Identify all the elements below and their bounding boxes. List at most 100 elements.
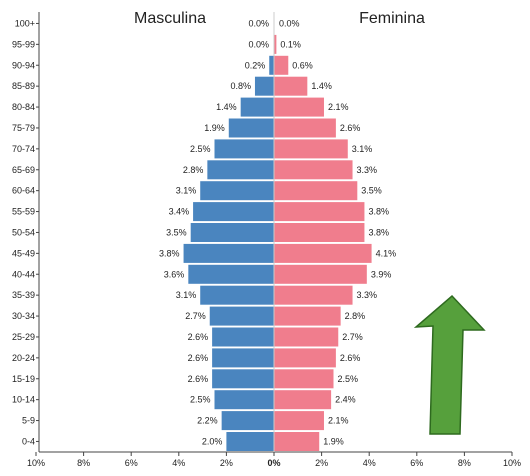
male-label-70-74: 2.5% [190,144,211,154]
bar-female-45-49 [274,243,372,263]
male-label-65-69: 2.8% [183,165,204,175]
age-label-30-34: 30-34 [12,311,35,321]
bar-male-60-64 [200,181,274,201]
female-label-50-54: 3.8% [368,227,389,237]
male-label-75-79: 1.9% [204,123,225,133]
x-tick-label-2: 6% [125,458,138,468]
bar-male-35-39 [200,285,274,305]
bar-female-65-69 [274,160,353,180]
male-label-15-19: 2.6% [188,374,209,384]
bar-male-55-59 [193,202,274,222]
x-tick-label-6: 2% [315,458,328,468]
female-label-70-74: 3.1% [352,144,373,154]
x-tick-label-7: 4% [363,458,376,468]
bar-male-10-14 [214,390,274,410]
bar-female-40-44 [274,264,367,284]
age-label-95-99: 95-99 [12,39,35,49]
age-label-10-14: 10-14 [12,395,35,405]
x-axis: 10% 8% 6% 4% 2% 0% 2% 4% 6% 8% 10% [27,12,521,468]
female-label-75-79: 2.6% [340,123,361,133]
male-label-30-34: 2.7% [185,311,206,321]
male-label-25-29: 2.6% [188,332,209,342]
bar-female-90-94 [274,55,289,75]
bar-male-75-79 [228,118,274,138]
male-label-35-39: 3.1% [176,290,197,300]
bar-male-15-19 [212,369,274,389]
x-tick-label-9: 8% [458,458,471,468]
bar-male-50-54 [190,223,274,242]
male-label-45-49: 3.8% [159,248,180,258]
female-label-15-19: 2.5% [338,374,359,384]
age-label-20-24: 20-24 [12,353,35,363]
age-label-25-29: 25-29 [12,332,35,342]
right-title: Feminina [359,10,425,27]
left-title: Masculina [134,10,206,27]
male-label-50-54: 3.5% [166,227,187,237]
bar-female-20-24 [274,348,336,368]
female-label-90-94: 0.6% [292,60,313,70]
bar-male-0-4 [226,432,274,451]
bar-female-25-29 [274,327,339,347]
age-label-65-69: 65-69 [12,165,35,175]
green-arrow-up-icon [413,294,486,435]
female-label-60-64: 3.5% [361,186,382,196]
age-label-35-39: 35-39 [12,290,35,300]
female-label-45-49: 4.1% [376,248,397,258]
x-tick-label-5: 0% [267,458,280,468]
male-label-95-99: 0.0% [248,39,269,49]
bar-female-50-54 [274,223,365,242]
female-label-95-99: 0.1% [280,39,301,49]
age-label-0-4: 0-4 [22,436,35,446]
age-label-15-19: 15-19 [12,374,35,384]
female-label-5-9: 2.1% [328,416,349,426]
female-label-40-44: 3.9% [371,269,392,279]
male-label-80-84: 1.4% [216,102,237,112]
bar-female-70-74 [274,139,348,159]
age-label-70-74: 70-74 [12,144,35,154]
bar-female-35-39 [274,285,353,305]
bar-male-70-74 [214,139,274,159]
female-label-10-14: 2.4% [335,395,356,405]
female-label-55-59: 3.8% [368,207,389,217]
bar-male-40-44 [188,264,274,284]
male-label-60-64: 3.1% [176,186,197,196]
male-label-40-44: 3.6% [164,269,185,279]
bar-female-85-89 [274,76,308,96]
age-label-45-49: 45-49 [12,248,35,258]
male-label-100+: 0.0% [248,18,269,28]
male-label-85-89: 0.8% [230,81,251,91]
female-label-100+: 0.0% [279,18,300,28]
bar-male-25-29 [212,327,274,347]
bar-male-30-34 [209,306,274,326]
age-label-85-89: 85-89 [12,81,35,91]
x-tick-label-3: 4% [172,458,185,468]
female-label-30-34: 2.8% [345,311,366,321]
bar-male-5-9 [221,411,274,431]
x-tick-label-10: 10% [503,458,521,468]
bar-female-5-9 [274,411,324,431]
bar-female-75-79 [274,118,336,138]
bar-male-85-89 [254,76,274,96]
annotation-group [413,294,486,435]
bar-female-80-84 [274,97,324,117]
x-tick-label-1: 8% [77,458,90,468]
age-label-80-84: 80-84 [12,102,35,112]
female-label-80-84: 2.1% [328,102,349,112]
bar-female-60-64 [274,181,358,201]
bar-male-65-69 [207,160,274,180]
age-label-75-79: 75-79 [12,123,35,133]
bar-male-90-94 [269,55,274,75]
age-label-90-94: 90-94 [12,60,35,70]
bar-female-55-59 [274,202,365,222]
female-label-65-69: 3.3% [357,165,378,175]
female-label-35-39: 3.3% [357,290,378,300]
bar-female-10-14 [274,390,332,410]
female-label-85-89: 1.4% [311,81,332,91]
male-label-90-94: 0.2% [245,60,266,70]
bar-male-45-49 [183,243,274,263]
male-label-0-4: 2.0% [202,436,223,446]
female-label-20-24: 2.6% [340,353,361,363]
bar-female-95-99 [274,34,277,54]
x-tick-label-0: 10% [27,458,45,468]
